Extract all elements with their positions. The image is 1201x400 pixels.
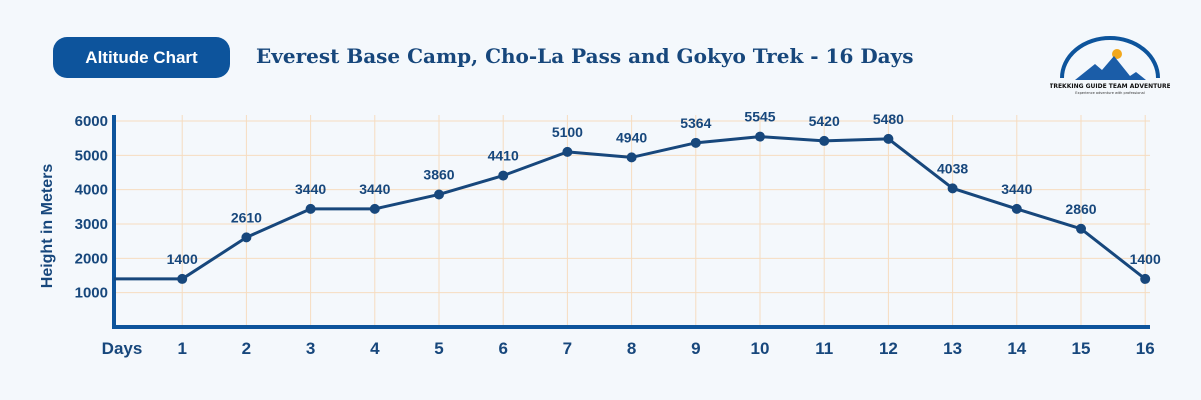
data-label: 3440	[359, 181, 390, 197]
y-tick-label: 3000	[75, 216, 108, 233]
y-tick-label: 5000	[75, 147, 108, 164]
data-point	[626, 152, 637, 163]
data-point	[177, 273, 188, 284]
data-point	[1076, 223, 1086, 234]
y-tick-label: 1000	[75, 285, 108, 302]
data-point	[947, 183, 958, 194]
data-label: 5364	[680, 115, 711, 131]
data-label: 3440	[295, 181, 326, 197]
chart-title: Everest Base Camp, Cho-La Pass and Gokyo…	[256, 44, 914, 68]
x-tick-label: 10	[751, 339, 770, 358]
x-tick-label: 6	[498, 339, 507, 358]
data-point	[883, 133, 894, 144]
data-label: 5545	[744, 109, 775, 125]
data-label: 1400	[167, 251, 198, 267]
y-tick-label: 6000	[75, 113, 108, 130]
x-tick-label: 14	[1007, 339, 1026, 358]
data-point	[1140, 273, 1151, 284]
data-point	[369, 203, 380, 214]
x-tick-label: 11	[815, 339, 833, 358]
data-point	[690, 137, 701, 148]
data-point	[498, 170, 509, 181]
x-tick-label: 2	[242, 339, 251, 358]
x-tick-label: 9	[691, 339, 700, 358]
data-point	[755, 131, 765, 142]
data-point	[819, 135, 830, 146]
y-tick-label: 4000	[75, 182, 108, 199]
data-label: 5480	[873, 111, 904, 127]
data-point	[434, 189, 444, 200]
x-tick-label: 15	[1072, 339, 1091, 358]
x-axis-label: Days	[102, 339, 143, 358]
axis-lines	[112, 115, 1150, 329]
y-tick-label: 2000	[75, 250, 108, 267]
svg-text:Experience adventure with prof: Experience adventure with professional	[1075, 91, 1144, 95]
data-point	[241, 232, 252, 243]
x-tick-label: 13	[943, 339, 962, 358]
data-point	[1011, 203, 1022, 214]
data-label: 4038	[937, 160, 968, 176]
data-label: 3860	[423, 166, 454, 182]
x-tick-label: 5	[434, 339, 443, 358]
y-axis-label: Height in Meters	[39, 164, 56, 289]
x-tick-label: 7	[563, 339, 572, 358]
altitude-chart-badge: Altitude Chart	[53, 37, 230, 78]
logo: TREKKING GUIDE TEAM ADVENTURE Experience…	[1050, 36, 1170, 95]
x-tick-label: 3	[306, 339, 315, 358]
data-label: 4940	[616, 129, 647, 145]
x-tick-label: 8	[627, 339, 636, 358]
svg-text:TREKKING GUIDE TEAM ADVENTURE: TREKKING GUIDE TEAM ADVENTURE	[1050, 83, 1170, 90]
data-label: 3440	[1001, 181, 1032, 197]
x-tick-label: 16	[1136, 339, 1155, 358]
x-tick-label: 12	[879, 339, 898, 358]
x-tick-label: 4	[370, 339, 380, 358]
x-tick-label: 1	[177, 339, 186, 358]
data-point	[562, 146, 573, 157]
data-label: 1400	[1130, 251, 1161, 267]
data-label: 4410	[488, 148, 519, 164]
data-label: 5100	[552, 124, 583, 140]
data-label: 5420	[809, 113, 840, 129]
data-point	[305, 203, 316, 214]
data-label: 2610	[231, 209, 262, 225]
data-label: 2860	[1065, 201, 1096, 217]
